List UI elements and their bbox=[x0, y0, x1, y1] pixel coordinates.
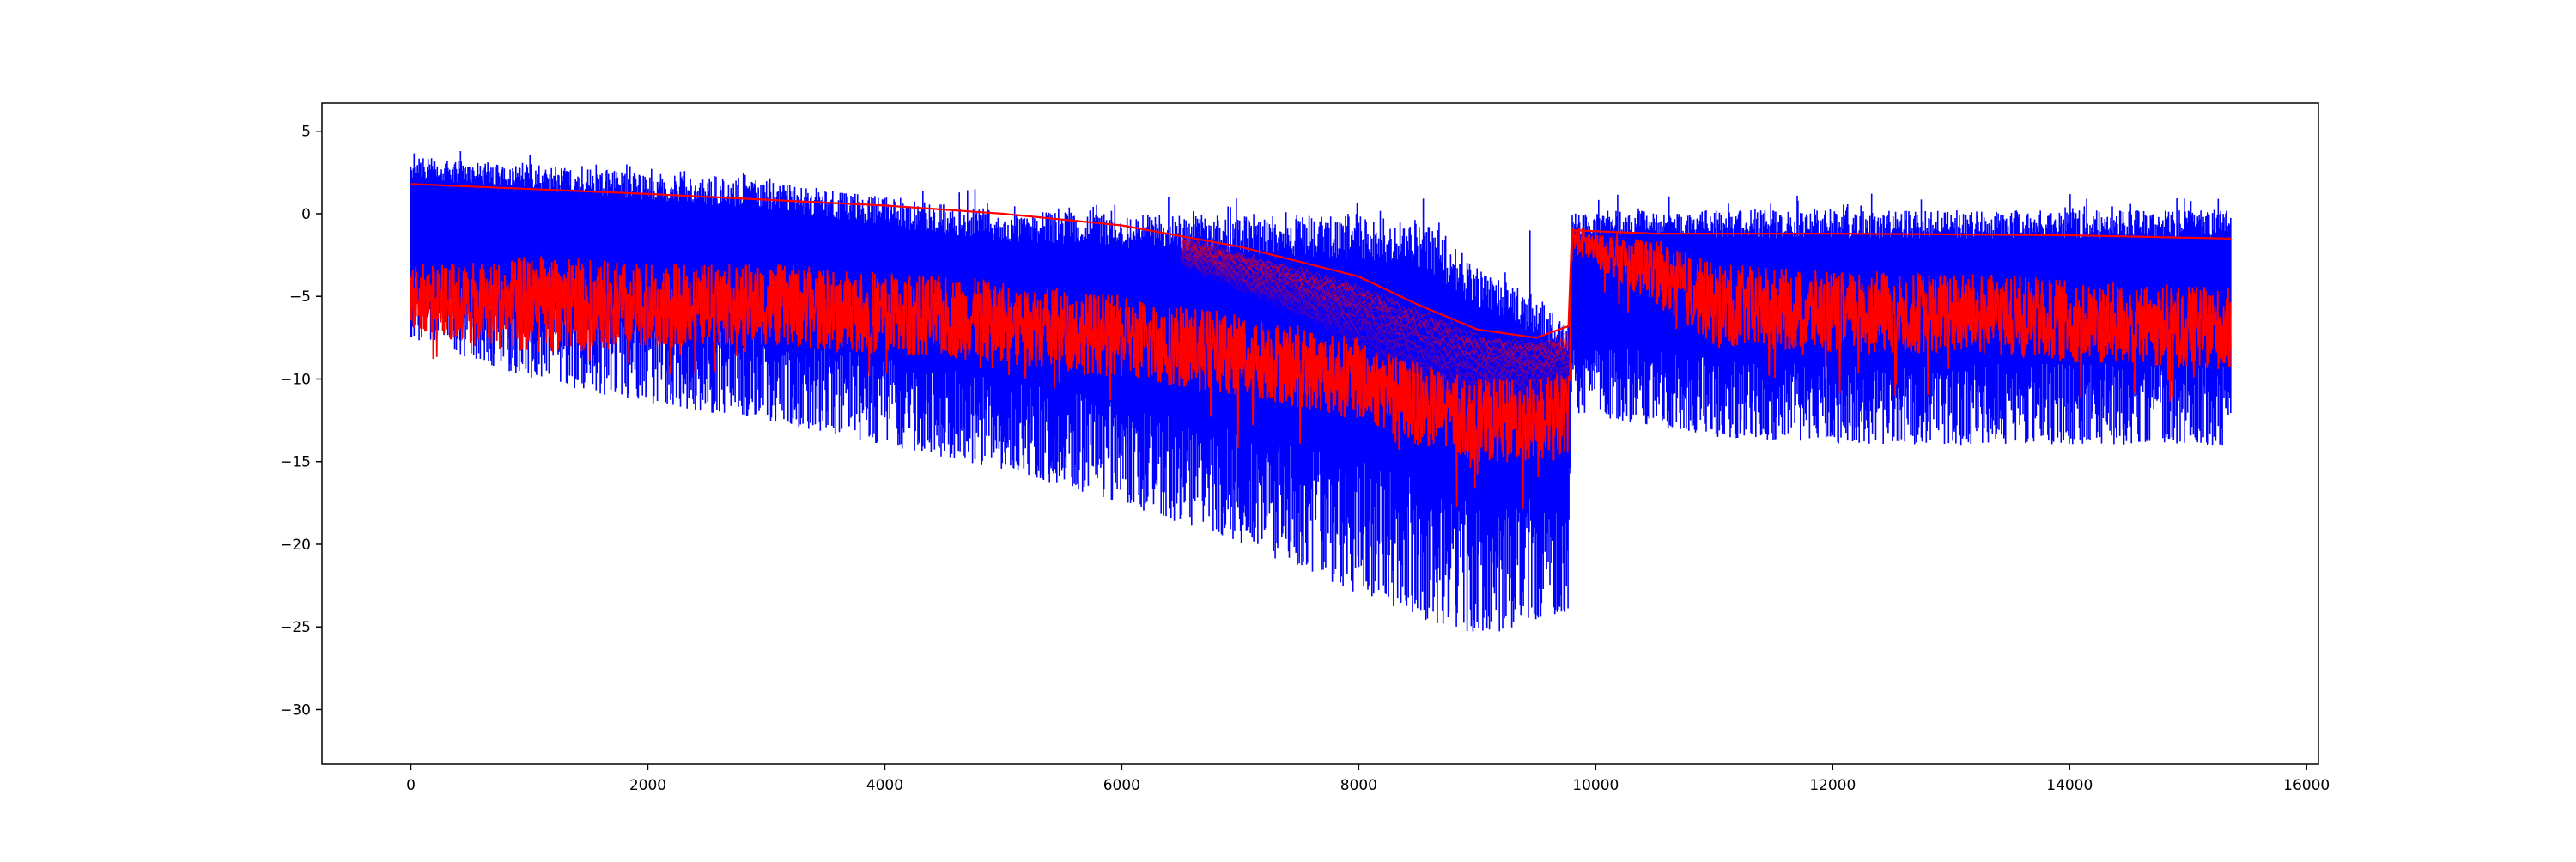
x-tick-label: 6000 bbox=[1103, 777, 1140, 794]
x-tick-label: 2000 bbox=[629, 777, 666, 794]
x-tick-label: 0 bbox=[406, 777, 416, 794]
series-red-noisy bbox=[410, 228, 2232, 509]
y-tick-label: −30 bbox=[280, 701, 311, 719]
x-tick-label: 12000 bbox=[1809, 777, 1856, 794]
x-tick-label: 8000 bbox=[1340, 777, 1377, 794]
series-red-envelope bbox=[410, 183, 2231, 339]
x-tick-label: 4000 bbox=[866, 777, 903, 794]
x-tick-label: 10000 bbox=[1572, 777, 1619, 794]
y-tick-label: 5 bbox=[301, 124, 311, 141]
x-tick-label: 14000 bbox=[2046, 777, 2093, 794]
x-axis: 0 2000 4000 6000 8000 10000 12000 14000 16000 bbox=[406, 764, 2330, 794]
y-tick-label: 0 bbox=[301, 206, 311, 223]
y-tick-label: −10 bbox=[280, 371, 311, 388]
y-tick-label: −5 bbox=[289, 288, 311, 306]
y-tick-label: −15 bbox=[280, 454, 311, 471]
plot-area bbox=[410, 151, 2232, 632]
y-tick-label: −25 bbox=[280, 619, 311, 636]
axes-frame bbox=[321, 102, 2319, 765]
y-axis: 5 0 −5 −10 −15 −20 −25 −30 bbox=[280, 124, 322, 719]
y-tick-label: −20 bbox=[280, 537, 311, 554]
x-tick-label: 16000 bbox=[2283, 777, 2330, 794]
